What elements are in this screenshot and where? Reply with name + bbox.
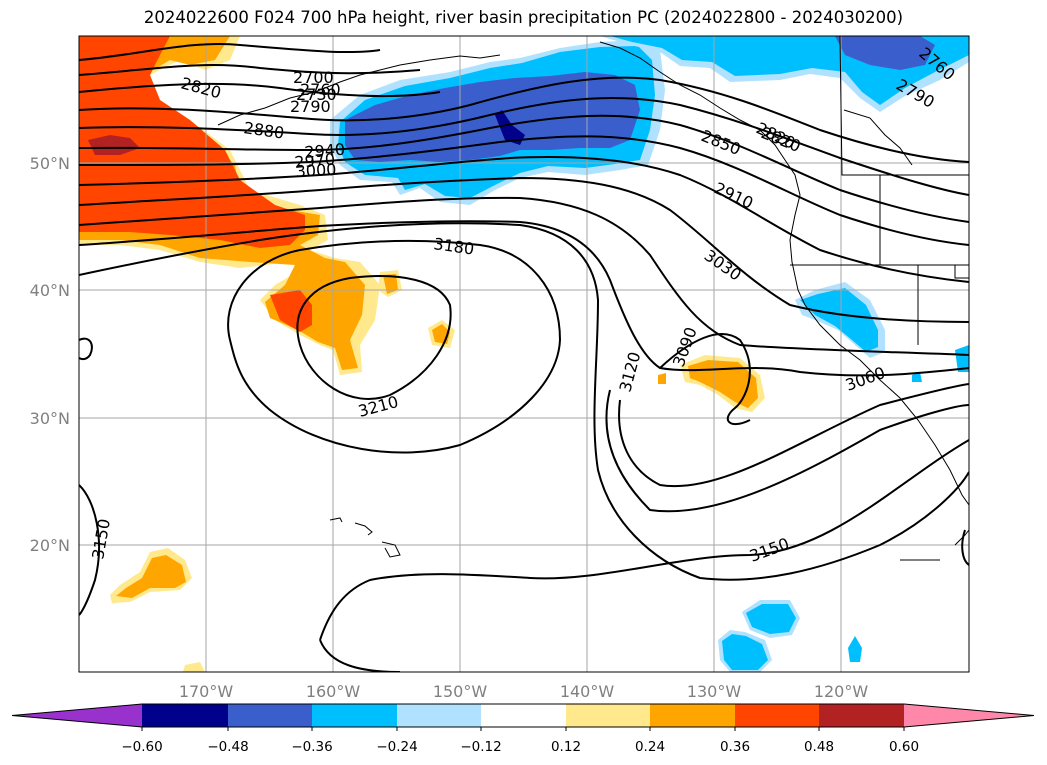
lat-label: 50°N [30,154,70,173]
colorbar: −0.60 −0.48 −0.36 −0.24 −0.12 0.12 0.24 … [11,703,1035,755]
colorbar-segment [650,704,735,727]
colorbar-tick-label: 0.36 [720,739,750,755]
lon-label: 170°W [179,682,234,701]
map-frame [78,35,970,673]
lon-label: 130°W [687,682,742,701]
colorbar-segment [397,704,481,727]
latitude-labels: 50°N 40°N 30°N 20°N [30,154,70,555]
colorbar-segments [11,703,1035,728]
contour-label: 2700 [293,68,334,87]
colorbar-tick-label: −0.60 [121,739,162,755]
map-title: 2024022600 F024 700 hPa height, river ba… [143,8,904,27]
contour-label: 2940 [304,140,346,162]
lon-label: 150°W [433,682,488,701]
colorbar-segment [312,704,397,727]
lat-label: 20°N [30,536,70,555]
colorbar-segment [735,704,819,727]
colorbar-segment [819,704,904,727]
colorbar-segment [566,704,650,727]
contour-label: 2970 [294,150,336,172]
contour-label: 2790 [290,97,331,116]
colorbar-tick-label: 0.24 [635,739,665,755]
lon-label: 140°W [560,682,615,701]
contour-label: 3000 [295,160,337,181]
longitude-labels: 170°W 160°W 150°W 140°W 130°W 120°W [179,682,869,701]
colorbar-segment [481,704,566,727]
lon-label: 120°W [814,682,869,701]
colorbar-segment [142,704,228,727]
lat-label: 40°N [30,281,70,300]
colorbar-segment [12,704,142,727]
colorbar-tick-label: −0.12 [460,739,501,755]
colorbar-tick-label: −0.36 [291,739,332,755]
contour-label: 2760 [300,80,341,99]
colorbar-ticks [141,727,905,731]
colorbar-tick-label: −0.24 [376,739,417,755]
colorbar-segment [228,704,312,727]
map-plot-area: 2700 2730 2760 2790 2820 2880 2940 2970 … [79,36,969,672]
contour-label: 2730 [296,85,337,104]
colorbar-tick-label: 0.12 [551,739,581,755]
colorbar-tick-label: 0.48 [804,739,834,755]
lon-label: 160°W [306,682,361,701]
map-gridlines [79,36,969,672]
lat-label: 30°N [30,409,70,428]
colorbar-tick-labels: −0.60 −0.48 −0.36 −0.24 −0.12 0.12 0.24 … [121,739,919,755]
height-contours [79,43,969,672]
colorbar-tick-label: −0.48 [207,739,248,755]
colorbar-tick-label: 0.60 [889,739,919,755]
colorbar-segment [904,704,1034,727]
